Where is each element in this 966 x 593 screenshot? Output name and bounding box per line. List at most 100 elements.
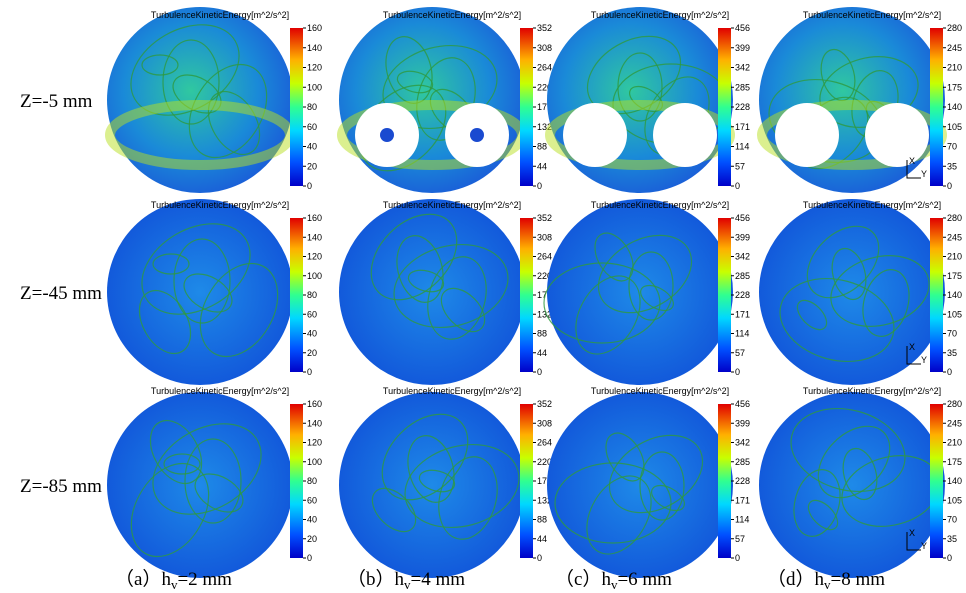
colorbar-tick-label: 0 [735,367,740,377]
colorbar-tick-label: 228 [735,476,750,486]
contour-disk [107,199,293,385]
streamline [793,469,841,537]
colorbar-tick-label: 352 [537,213,552,223]
colorbar-tick-label: 0 [947,553,952,563]
colorbar-tick-label: 100 [307,271,322,281]
colorbar-tick-label: 100 [307,82,322,92]
streamline [575,275,641,355]
colorbar-tick-label: 175 [947,457,962,467]
colorbar-tick-label: 80 [307,476,317,486]
colorbar-tick-label: 352 [537,23,552,33]
colorbar-tick-label: 456 [735,399,750,409]
colorbar-tick-label: 35 [947,161,957,171]
rod-hole [563,103,627,167]
streamline [194,473,244,513]
colorbar-tick-label: 88 [537,329,547,339]
colorbar-tick-label: 140 [947,102,962,112]
axis-glyph [906,532,921,551]
caption-value: =6 mm [617,569,672,590]
streamline [628,251,674,321]
caption-variable: h [815,569,825,590]
colorbar-tick-label: 20 [307,348,317,358]
colorbar-tick-label: 285 [735,271,750,281]
colorbar-tick-label: 160 [307,23,322,33]
colorbar-tick-label: 280 [947,23,962,33]
colorbar [520,28,533,186]
axis-y-label: Y [921,169,927,179]
caption-value: =8 mm [831,569,886,590]
streamline [381,413,469,501]
colorbar-tick-label: 44 [537,161,547,171]
caption-subscript: v [611,577,618,592]
colorbar-tick-label: 88 [537,515,547,525]
colorbar-tick-label: 0 [537,553,542,563]
colorbar-tick-label: 0 [947,181,952,191]
colorbar-tick-label: 220 [537,82,552,92]
colorbar-title: TurbulenceKineticEnergy[m^2/s^2] [151,386,289,396]
streamline [393,243,509,329]
caption-label: （c） [555,568,601,590]
colorbar-tick-label: 342 [735,63,750,73]
streamline [842,447,878,501]
streamline [608,434,704,514]
streamline [586,475,652,555]
colorbar-tick-label: 0 [307,181,312,191]
streamline [370,213,458,301]
colorbar-title: TurbulenceKineticEnergy[m^2/s^2] [383,10,521,20]
colorbar-tick-label: 40 [307,142,317,152]
row-label: Z=-85 mm [20,476,102,497]
streamline [440,287,486,333]
caption-label: （b） [347,568,395,590]
colorbar-title: TurbulenceKineticEnergy[m^2/s^2] [383,386,521,396]
colorbar-tick-label: 352 [537,399,552,409]
colorbar-tick-label: 245 [947,232,962,242]
streamline [597,234,693,314]
colorbar [290,28,303,186]
colorbar-tick-label: 285 [735,82,750,92]
colorbar-tick-label: 35 [947,348,957,358]
streamline [639,451,685,521]
colorbar-tick-label: 114 [735,515,749,525]
caption-label: （a） [115,568,161,590]
streamline [404,443,520,529]
colorbar-tick-label: 245 [947,43,962,53]
caption-variable: h [161,569,171,590]
colorbar-tick-label: 456 [735,23,750,33]
streamline [183,273,233,313]
colorbar-tick-label: 171 [735,122,750,132]
streamline [184,438,242,524]
contour-disk [759,199,945,385]
caption-value: =2 mm [177,569,232,590]
caption-variable: h [601,569,611,590]
streamline [359,84,447,172]
streamline [141,223,251,315]
colorbar-tick-label: 114 [735,142,749,152]
caption-value: =4 mm [411,569,466,590]
colorbar-title: TurbulenceKineticEnergy[m^2/s^2] [591,10,729,20]
colorbar-tick-label: 399 [735,43,750,53]
colorbar-tick-label: 70 [947,329,957,339]
colorbar-tick-label: 280 [947,213,962,223]
colorbar-tick-label: 399 [735,232,750,242]
colorbar-tick-label: 88 [537,142,547,152]
colorbar-tick-label: 0 [947,367,952,377]
colorbar [520,218,533,372]
colorbar [290,404,303,558]
colorbar [290,218,303,372]
colorbar-tick-label: 0 [307,553,312,563]
colorbar-tick-label: 120 [307,63,322,73]
colorbar-title: TurbulenceKineticEnergy[m^2/s^2] [383,200,521,210]
colorbar-tick-label: 308 [537,43,552,53]
axis-glyph [906,346,921,365]
axis-y-label: Y [921,355,927,365]
colorbar-tick-label: 20 [307,161,317,171]
row-label: Z=-45 mm [20,283,102,304]
colorbar-tick-label: 140 [307,418,322,428]
colorbar-tick-label: 171 [735,495,750,505]
colorbar-tick-label: 280 [947,399,962,409]
colorbar-tick-label: 264 [537,438,552,448]
streamline [396,235,444,303]
colorbar-tick-label: 220 [537,457,552,467]
streamline [138,289,192,355]
colorbar-tick-label: 57 [735,348,745,358]
